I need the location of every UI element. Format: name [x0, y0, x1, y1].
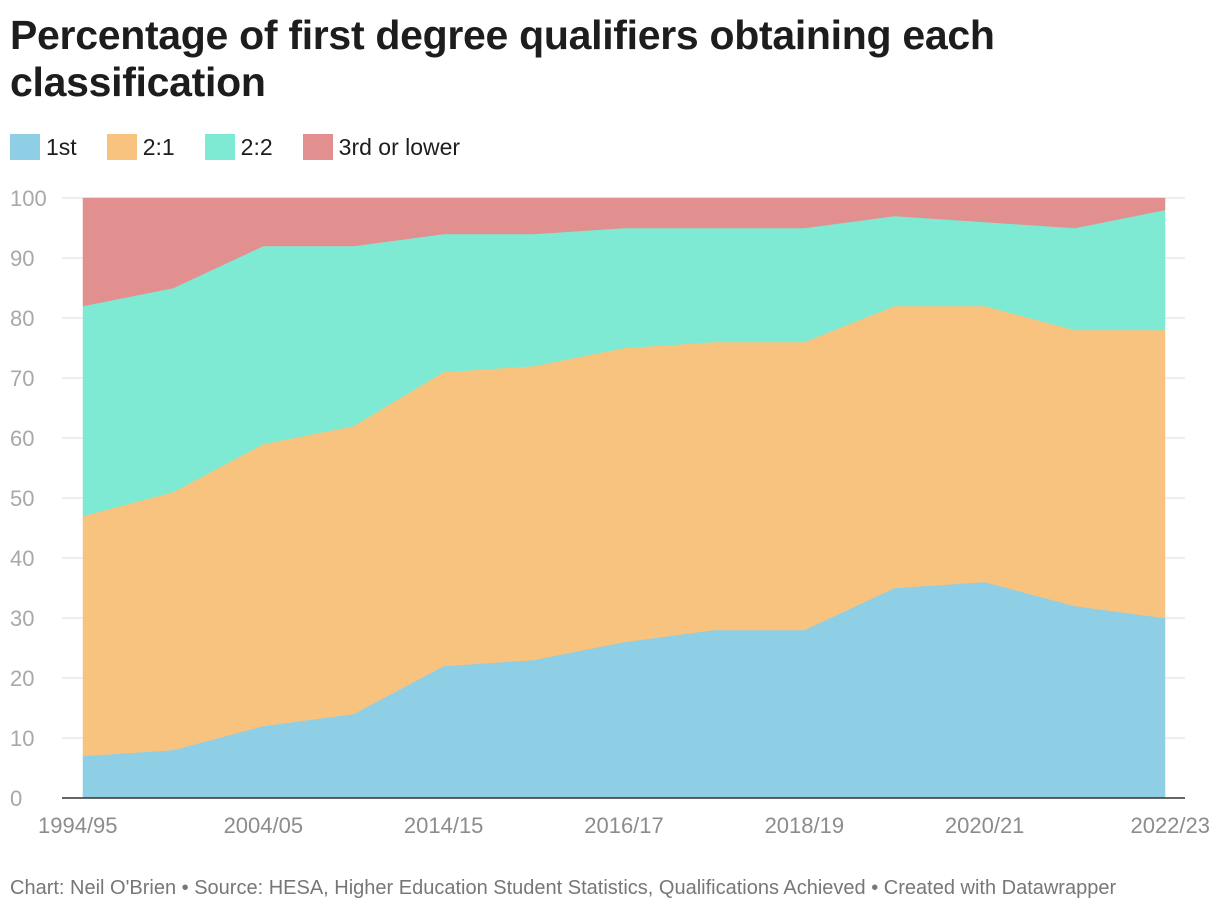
chart-footer: Chart: Neil O'Brien • Source: HESA, High…: [10, 877, 1117, 899]
legend-swatch-3rd-or-lower: [302, 134, 333, 160]
y-tick-label: 90: [10, 246, 34, 271]
legend-swatch-2-2: [204, 134, 235, 160]
x-tick-label: 2014/15: [404, 813, 484, 838]
area-3rd-or-lower: [82, 197, 1166, 307]
x-tick-label: 2022/23: [1130, 813, 1210, 838]
legend-swatch-2-1: [106, 134, 137, 160]
y-tick-label: 80: [10, 306, 34, 331]
y-tick-label: 60: [10, 426, 34, 451]
legend-item-3rd-or-lower: 3rd or lower: [302, 133, 461, 161]
legend-item-2-1: 2:1: [106, 133, 175, 161]
x-tick-label: 2020/21: [945, 813, 1025, 838]
y-tick-label: 0: [10, 786, 22, 811]
y-tick-label: 20: [10, 666, 34, 691]
stacked-area-chart: 0 10 20 30 40 50 60 70 80 90 100 1994/95 2004/05 2014…: [10, 186, 1210, 838]
y-tick-label: 40: [10, 546, 34, 571]
legend-label-1st: 1st: [46, 133, 77, 160]
legend-label-2-1: 2:1: [142, 133, 175, 160]
y-tick-label: 30: [10, 606, 34, 631]
x-tick-label: 1994/95: [38, 813, 118, 838]
y-tick-label: 70: [10, 366, 34, 391]
legend-label-2-2: 2:2: [240, 133, 273, 160]
chart-title: Percentage of first degree qualifiers ob…: [10, 12, 995, 105]
legend-item-2-2: 2:2: [204, 133, 273, 161]
legend: 1st 2:1 2:2 3rd or lower: [10, 132, 490, 162]
x-tick-label: 2004/05: [224, 813, 304, 838]
y-tick-label: 50: [10, 486, 34, 511]
x-tick-label: 2018/19: [765, 813, 845, 838]
y-tick-label: 10: [10, 726, 34, 751]
legend-item-1st: 1st: [10, 134, 77, 161]
y-tick-label: 100: [10, 186, 47, 211]
x-tick-label: 2016/17: [584, 813, 664, 838]
legend-label-3rd-or-lower: 3rd or lower: [338, 133, 461, 160]
legend-swatch-1st: [10, 134, 40, 160]
